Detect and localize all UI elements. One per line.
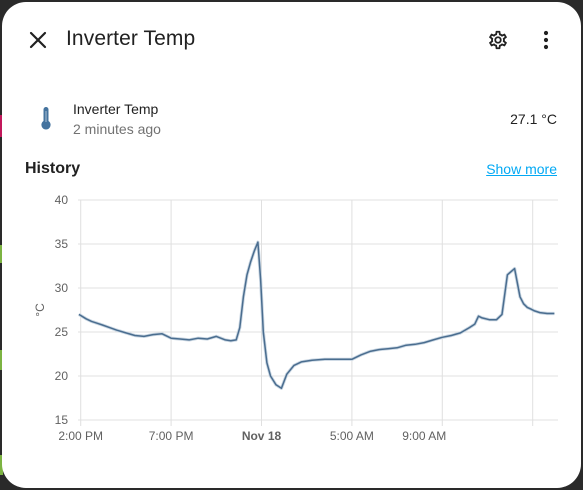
background-strip (0, 115, 3, 137)
y-tick-label: 30 (55, 281, 69, 295)
entity-name: Inverter Temp (73, 101, 159, 117)
close-icon (29, 31, 47, 49)
close-button[interactable] (20, 22, 56, 58)
x-tick-label: 5:00 AM (330, 429, 374, 443)
thermometer-icon (41, 107, 51, 130)
x-tick-label: 2:00 PM (58, 429, 103, 443)
x-axis-ticks: 2:00 PM 7:00 PM Nov 18 5:00 AM 9:00 AM (58, 429, 446, 443)
x-tick-label: 7:00 PM (149, 429, 194, 443)
background-strip (0, 350, 3, 370)
x-tick-label: Nov 18 (242, 429, 282, 443)
gear-icon (489, 30, 507, 50)
history-chart[interactable]: 15 20 25 30 35 40 2:00 PM 7:00 PM Nov 18 5:00 AM… (2, 187, 581, 457)
series-line[interactable] (78, 241, 555, 390)
y-tick-label: 35 (55, 237, 69, 251)
chart-grid (78, 199, 558, 426)
background-strip (0, 245, 3, 263)
y-axis-label: °C (33, 303, 47, 317)
y-tick-label: 40 (55, 193, 69, 207)
background-strip (0, 455, 3, 475)
entity-state: 27.1 °C (510, 111, 557, 127)
y-axis-ticks: 15 20 25 30 35 40 (55, 193, 69, 427)
y-tick-label: 20 (55, 369, 69, 383)
dialog-title: Inverter Temp (66, 27, 196, 50)
more-options-button[interactable] (528, 22, 564, 58)
entity-row[interactable]: Inverter Temp 2 minutes ago 27.1 °C (2, 94, 581, 142)
history-title: History (25, 160, 81, 177)
more-vertical-icon (543, 30, 549, 50)
dialog-header: Inverter Temp (2, 2, 581, 74)
y-tick-label: 15 (55, 413, 69, 427)
chart-series (78, 240, 555, 390)
show-more-link[interactable]: Show more (486, 161, 557, 177)
y-tick-label: 25 (55, 325, 69, 339)
x-tick-label: 9:00 AM (402, 429, 446, 443)
settings-button[interactable] (480, 22, 516, 58)
series-line-halo (78, 240, 555, 390)
entity-last-changed: 2 minutes ago (73, 121, 161, 137)
